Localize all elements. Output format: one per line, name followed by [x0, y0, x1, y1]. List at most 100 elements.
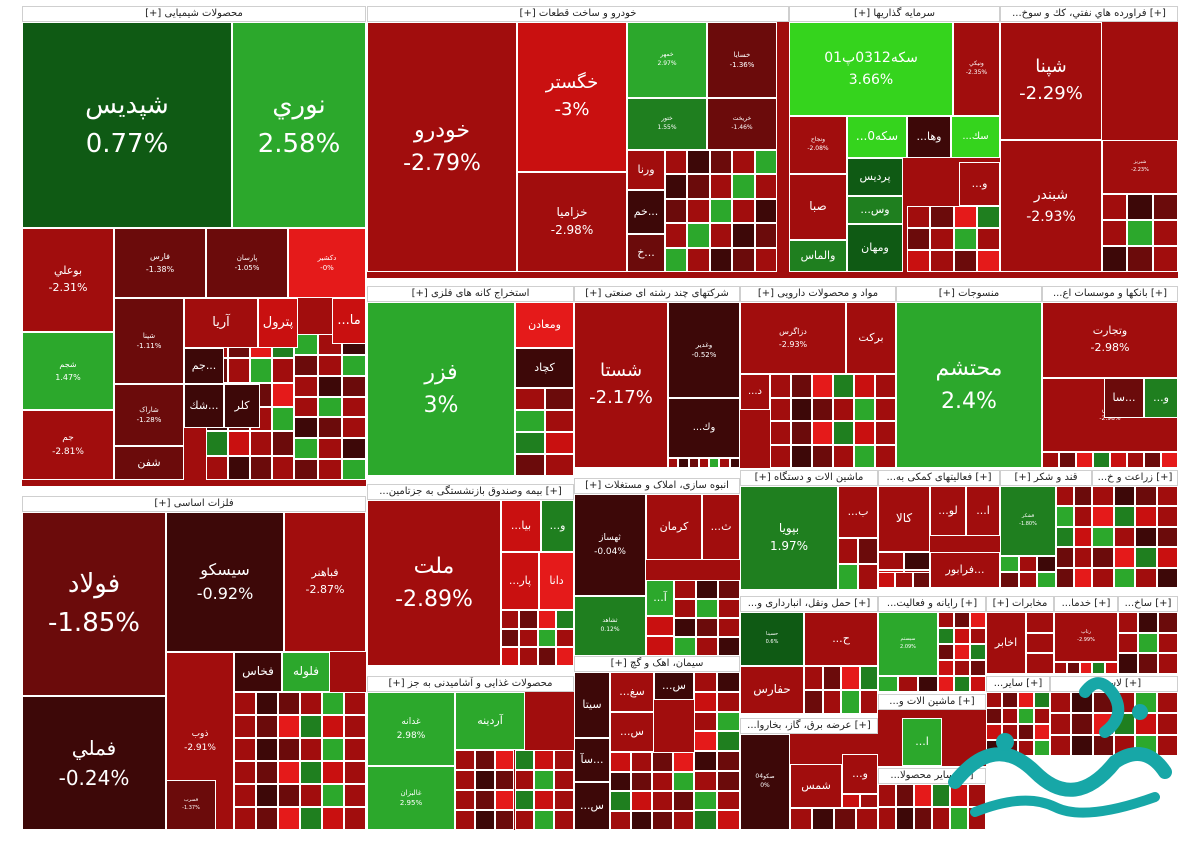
sector-header[interactable]: [+] فعالیتهای کمکی به... [878, 470, 1000, 486]
minor-stock-tile[interactable] [515, 454, 545, 476]
minor-stock-tile[interactable] [729, 458, 740, 468]
stock-tile[interactable]: نوري 2.58% [232, 22, 366, 228]
minor-stock-tile[interactable] [300, 807, 322, 830]
minor-stock-tile[interactable] [732, 174, 755, 199]
minor-stock-tile[interactable] [1135, 526, 1157, 548]
stock-tile[interactable]: جم -2.81% [22, 410, 114, 480]
sector-group[interactable]: خودرو و ساخت قطعات [+] خودرو -2.79% خگستر -3… [367, 6, 789, 278]
minor-stock-tile[interactable] [986, 740, 1002, 756]
stock-tile[interactable]: خ... [627, 234, 665, 272]
minor-stock-tile[interactable] [534, 770, 555, 790]
minor-stock-tile[interactable] [1158, 612, 1178, 633]
minor-stock-tile[interactable] [687, 223, 710, 248]
minor-stock-tile[interactable] [1144, 452, 1161, 468]
minor-stock-tile[interactable] [1158, 653, 1178, 674]
stock-tile[interactable]: كلر [224, 384, 260, 428]
stock-tile[interactable]: جم... [184, 348, 224, 384]
stock-tile[interactable]: ...ما [332, 298, 366, 344]
minor-stock-tile[interactable] [694, 810, 717, 830]
minor-stock-tile[interactable] [1074, 567, 1092, 588]
minor-stock-tile[interactable] [687, 198, 710, 224]
minor-stock-tile[interactable] [754, 150, 777, 175]
minor-stock-tile[interactable] [1002, 740, 1018, 756]
minor-stock-tile[interactable] [930, 206, 954, 228]
minor-stock-tile[interactable] [256, 692, 278, 715]
minor-stock-tile[interactable] [272, 407, 294, 432]
minor-stock-tile[interactable] [970, 676, 986, 692]
minor-stock-tile[interactable] [1074, 486, 1092, 507]
minor-stock-tile[interactable] [674, 580, 696, 599]
sector-group[interactable]: سیمان، اهک و گچ [+] سيتا ...سغ ...س سآ......… [574, 656, 740, 830]
stock-tile[interactable]: محتشم 2.4% [896, 302, 1042, 468]
minor-stock-tile[interactable] [1152, 220, 1178, 246]
stock-tile[interactable]: ملت -2.89% [367, 500, 501, 666]
minor-stock-tile[interactable] [970, 612, 986, 628]
stock-tile[interactable]: فرابور... [930, 552, 1000, 588]
sector-header[interactable]: ماشین الات و دستگاه [+] [740, 470, 878, 486]
minor-stock-tile[interactable] [932, 807, 950, 830]
stock-tile[interactable]: كچاد [515, 348, 574, 388]
minor-stock-tile[interactable] [1156, 486, 1178, 507]
minor-stock-tile[interactable] [1079, 662, 1093, 674]
minor-stock-tile[interactable] [665, 223, 688, 248]
minor-stock-tile[interactable] [954, 628, 970, 644]
minor-stock-tile[interactable] [718, 580, 740, 599]
minor-stock-tile[interactable] [694, 770, 717, 791]
minor-stock-tile[interactable] [1114, 734, 1136, 756]
stock-tile[interactable]: رتاپ -2.99% [1054, 612, 1118, 662]
minor-stock-tile[interactable] [1056, 547, 1074, 568]
minor-stock-tile[interactable] [698, 458, 710, 468]
stock-tile[interactable]: فملي -0.24% [22, 696, 166, 830]
minor-stock-tile[interactable] [322, 715, 344, 738]
minor-stock-tile[interactable] [344, 761, 366, 784]
minor-stock-tile[interactable] [1037, 572, 1056, 588]
minor-stock-tile[interactable] [1113, 567, 1135, 588]
minor-stock-tile[interactable] [674, 637, 696, 656]
minor-stock-tile[interactable] [678, 458, 689, 468]
stock-tile[interactable]: وتجارت -2.98% [1042, 302, 1178, 378]
minor-stock-tile[interactable] [228, 455, 250, 480]
minor-stock-tile[interactable] [610, 791, 631, 811]
stock-tile[interactable]: ثهساز -0.04% [574, 494, 646, 596]
stock-tile[interactable]: ...و [842, 754, 878, 794]
stock-tile[interactable]: ...لو [930, 486, 966, 536]
minor-stock-tile[interactable] [976, 228, 1000, 250]
minor-stock-tile[interactable] [717, 790, 740, 811]
sector-group[interactable]: محصولات شیمیایی [+] شپدیس 0.77% نوري 2.58% بو… [22, 6, 366, 486]
minor-stock-tile[interactable] [1135, 692, 1157, 714]
minor-stock-tile[interactable] [544, 388, 574, 410]
stock-tile[interactable]: ومعادن [515, 302, 574, 348]
minor-stock-tile[interactable] [858, 538, 878, 564]
minor-stock-tile[interactable] [822, 690, 841, 714]
minor-stock-tile[interactable] [812, 808, 834, 830]
minor-stock-tile[interactable] [272, 431, 294, 456]
minor-stock-tile[interactable] [1156, 734, 1178, 756]
minor-stock-tile[interactable] [804, 690, 823, 714]
sector-group[interactable]: قند و شکر [+] قشكر -1.80% [1000, 470, 1092, 588]
minor-stock-tile[interactable] [674, 618, 696, 637]
minor-stock-tile[interactable] [554, 770, 574, 790]
stock-tile[interactable]: حفارس [740, 666, 804, 714]
minor-stock-tile[interactable] [687, 247, 710, 272]
minor-stock-tile[interactable] [907, 228, 931, 250]
minor-stock-tile[interactable] [318, 417, 342, 439]
minor-stock-tile[interactable] [914, 807, 932, 830]
minor-stock-tile[interactable] [791, 444, 812, 468]
minor-stock-tile[interactable] [455, 770, 475, 790]
minor-stock-tile[interactable] [344, 692, 366, 715]
minor-stock-tile[interactable] [494, 810, 515, 830]
stock-tile[interactable]: خگستر -3% [517, 22, 627, 172]
minor-stock-tile[interactable] [718, 618, 740, 637]
minor-stock-tile[interactable] [300, 738, 322, 761]
minor-stock-tile[interactable] [1026, 612, 1054, 633]
minor-stock-tile[interactable] [342, 459, 366, 480]
sector-header[interactable]: قند و شکر [+] [1000, 470, 1092, 486]
minor-stock-tile[interactable] [709, 458, 720, 468]
minor-stock-tile[interactable] [950, 784, 968, 807]
minor-stock-tile[interactable] [519, 647, 538, 666]
minor-stock-tile[interactable] [1018, 556, 1038, 572]
minor-stock-tile[interactable] [938, 660, 954, 676]
minor-stock-tile[interactable] [976, 206, 1000, 228]
minor-stock-tile[interactable] [344, 784, 366, 807]
minor-stock-tile[interactable] [234, 738, 256, 761]
